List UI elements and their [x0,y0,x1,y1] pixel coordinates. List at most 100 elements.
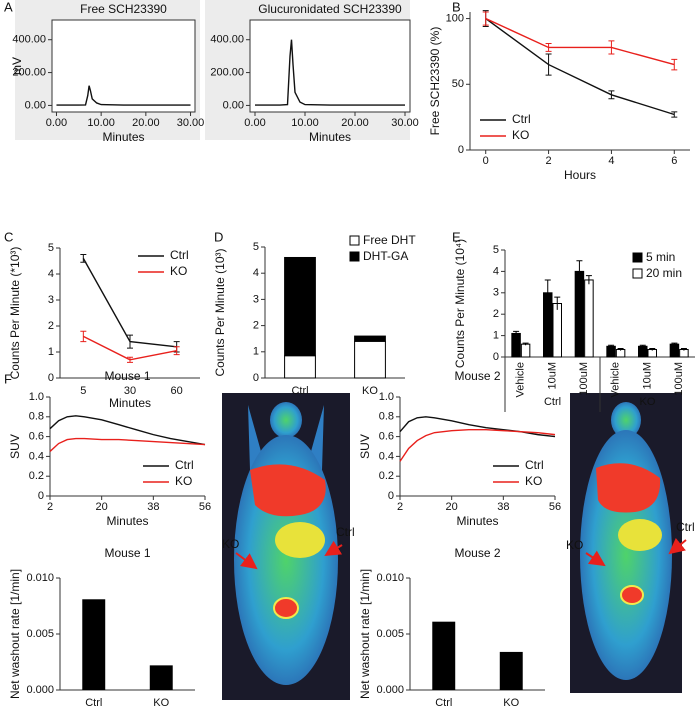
y-tick-label: 0.4 [29,450,44,462]
x-tick-label: 10.00 [87,117,115,129]
x-tick-label: 0.00 [244,117,265,129]
error-bar [545,53,552,76]
group-label: KO [640,396,656,408]
y-tick-label: 0 [38,490,44,502]
error-bar [173,346,180,356]
x-tick-label: 2 [546,155,552,167]
y-tick-label: 200.00 [12,66,46,78]
bar [584,279,594,358]
x-tick-label: 56 [199,501,211,513]
y-tick-label: 0.00 [25,99,46,111]
x-tick-label: 2 [47,501,53,513]
error-bar [482,11,489,26]
error-bar [608,344,615,348]
bar [511,332,521,358]
y-tick-label: 2 [253,320,259,332]
panel-label: D [214,229,223,244]
x-tick-label: 38 [147,501,159,513]
error-bar [608,40,615,55]
y-tick-label: 0 [493,351,499,363]
y-axis-label: Counts Per Minute (10⁴) [453,239,467,368]
y-tick-label: 2 [48,320,54,332]
legend-label: KO [175,474,192,488]
legend-label: Ctrl [512,112,531,126]
y-axis-label: SUV [358,434,372,459]
x-tick-label: 20 [96,501,108,513]
x-tick-label: 20.00 [341,117,369,129]
y-tick-label: 0.00 [223,99,244,111]
x-tick-label: Ctrl [85,697,102,709]
error-bar [617,347,624,351]
pet-image [570,393,682,693]
legend-swatch [632,252,643,263]
arrow [585,550,606,567]
arrow [668,537,687,555]
bar-segment [284,355,316,379]
y-tick-label: 3 [48,294,54,306]
plot-frame [51,19,196,113]
error-bar [80,254,87,263]
legend-swatch [632,268,643,279]
bar-segment [354,335,386,342]
y-tick-label: 4 [48,268,54,280]
y-tick-label: 1 [253,346,259,358]
x-tick-label: 0 [483,155,489,167]
x-tick-label: 10uM [546,362,558,390]
legend-label: Ctrl [170,248,189,262]
legend-label: DHT-GA [363,249,408,263]
y-tick-label: 0.000 [26,684,54,696]
y-tick-label: 0.2 [379,470,394,482]
y-tick-label: 0.005 [26,628,54,640]
y-tick-label: 100 [446,12,464,24]
line [49,415,206,446]
bar-segment [354,340,386,379]
bar [638,345,648,358]
line [485,17,675,66]
x-axis-label: Minutes [309,130,351,144]
bar [432,621,456,690]
x-tick-label: 60 [171,385,183,397]
error-bar [554,296,561,310]
error-bar [671,342,678,346]
error-bar [576,260,583,283]
arrow [235,552,258,570]
y-tick-label: 0 [458,144,464,156]
bar [552,303,562,358]
y-tick-label: 0.4 [379,450,394,462]
x-tick-label: 30.00 [391,117,419,129]
x-tick-label: Vehicle [515,362,527,397]
error-bar [671,58,678,71]
legend-swatch [349,251,360,262]
bar [669,343,680,358]
x-tick-label: Ctrl [435,697,452,709]
y-tick-label: 200.00 [210,66,244,78]
x-tick-label: KO [503,697,519,709]
chart-title: Mouse 2 [454,546,500,560]
y-axis-label: mV [10,57,24,75]
x-tick-label: 6 [671,155,677,167]
y-axis-label: Counts Per Minute (*10³) [8,247,22,380]
y-axis-label: SUV [8,434,22,459]
bar [149,665,173,690]
y-tick-label: 0.010 [26,572,54,584]
x-tick-label: KO [153,697,169,709]
x-tick-label: 38 [497,501,509,513]
pet-label: KO [566,538,583,552]
y-tick-label: 400.00 [12,34,46,46]
error-bar [680,347,687,351]
y-tick-label: 0 [253,372,259,384]
error-bar [522,342,529,346]
chart-title: Free SCH23390 [80,2,167,16]
legend-label: 20 min [646,266,682,280]
pet-label: Ctrl [676,520,695,534]
y-tick-label: 3 [253,293,259,305]
bar [615,349,626,358]
line [49,437,206,452]
line [485,18,675,116]
bar [499,651,523,690]
y-tick-label: 0.8 [379,411,394,423]
x-tick-label: 20 [446,501,458,513]
x-tick-label: 2 [397,501,403,513]
y-tick-label: 1 [493,330,499,342]
y-tick-label: 5 [253,241,259,253]
